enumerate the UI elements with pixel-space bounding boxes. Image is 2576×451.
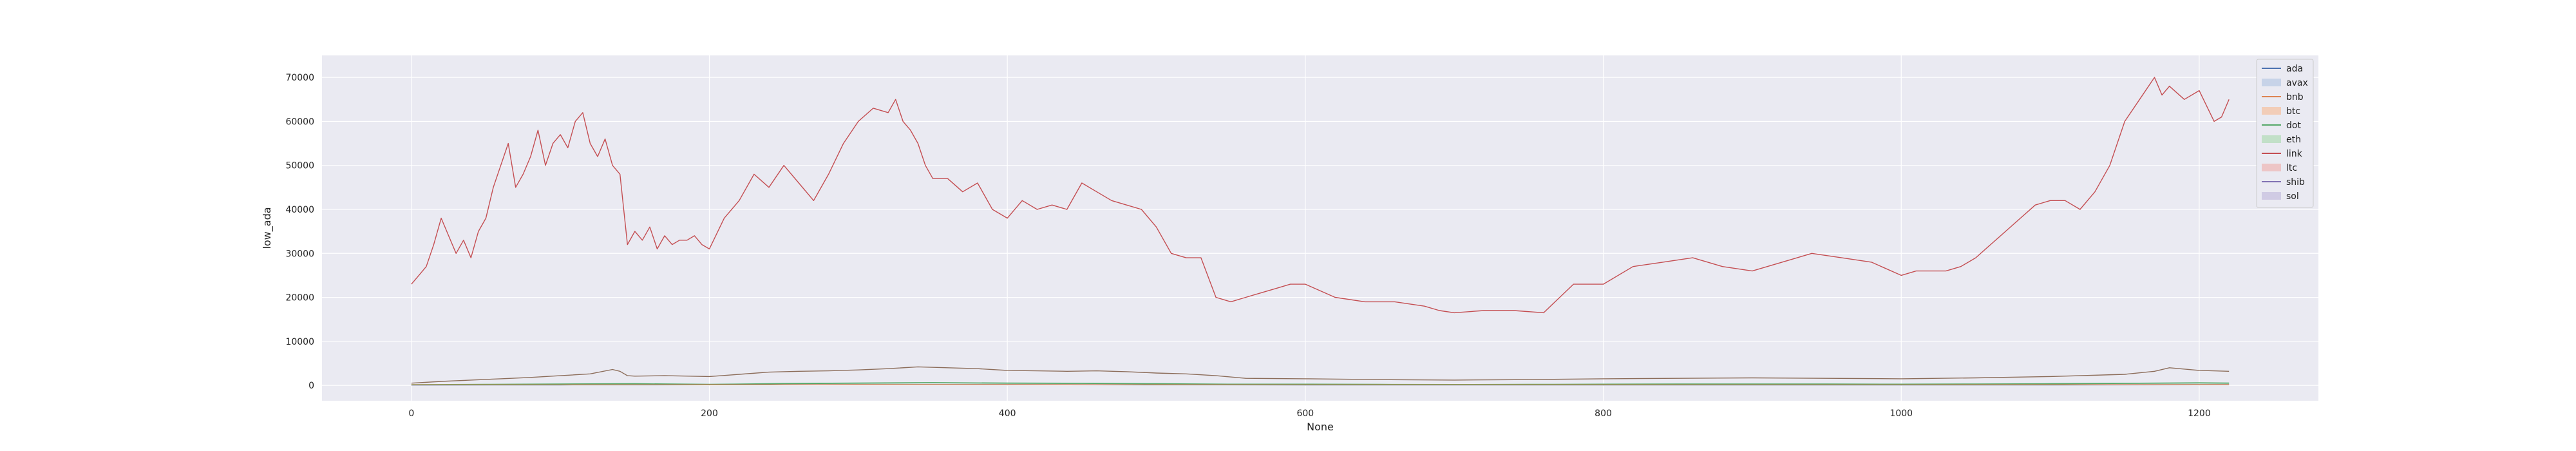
x-tick-label: 400 <box>999 408 1016 419</box>
y-axis-ticks: 0 10000 20000 30000 40000 50000 60000 70000 <box>285 73 314 391</box>
x-tick-label: 1000 <box>1889 408 1913 419</box>
y-tick-label: 20000 <box>285 293 314 303</box>
legend-label: ada <box>2286 64 2303 74</box>
y-tick-label: 70000 <box>285 73 314 83</box>
y-tick-label: 10000 <box>285 337 314 347</box>
legend-label: avax <box>2286 78 2308 88</box>
y-tick-label: 30000 <box>285 249 314 259</box>
legend-label: shib <box>2286 177 2305 187</box>
legend-label: bnb <box>2286 92 2304 102</box>
plot-area <box>322 55 2318 401</box>
y-axis-label: low_ada <box>261 207 274 249</box>
series-line <box>411 366 2230 384</box>
legend-band-marker <box>2262 107 2281 115</box>
legend-label: ltc <box>2286 163 2297 173</box>
y-tick-label: 40000 <box>285 205 314 215</box>
series-line <box>411 77 2230 314</box>
x-axis-ticks: 0 200 400 600 800 1000 1200 <box>408 408 2210 419</box>
x-tick-label: 600 <box>1296 408 1314 419</box>
legend-label: dot <box>2286 120 2301 131</box>
x-tick-label: 1200 <box>2188 408 2211 419</box>
y-tick-label: 60000 <box>285 117 314 127</box>
legend-band-marker <box>2262 164 2281 171</box>
legend-label: link <box>2286 149 2303 159</box>
grid-lines <box>322 55 2318 401</box>
x-axis-label: None <box>1307 421 1334 433</box>
legend-band-marker <box>2262 135 2281 143</box>
legend: ada avax bnb btc dot eth link ltc shib sol <box>2256 59 2314 208</box>
legend-label: sol <box>2286 191 2299 202</box>
legend-label: btc <box>2286 106 2300 117</box>
legend-band-marker <box>2262 79 2281 86</box>
series-layer <box>411 77 2230 386</box>
x-tick-label: 800 <box>1595 408 1612 419</box>
legend-label: eth <box>2286 135 2301 145</box>
x-tick-label: 0 <box>408 408 414 419</box>
x-tick-label: 200 <box>701 408 718 419</box>
y-tick-label: 0 <box>308 381 314 391</box>
y-tick-label: 50000 <box>285 161 314 171</box>
legend-band-marker <box>2262 192 2281 200</box>
